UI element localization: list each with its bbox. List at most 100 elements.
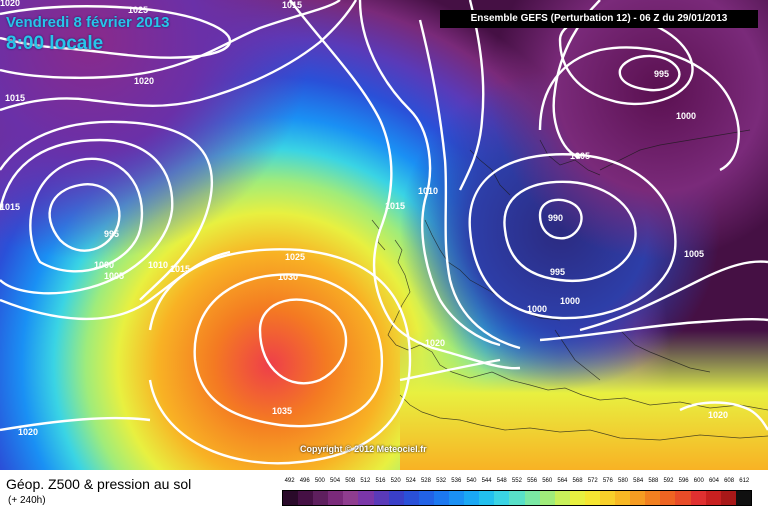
color-scale-swatch — [343, 491, 359, 505]
color-scale-swatch — [720, 491, 736, 505]
color-scale-swatch — [554, 491, 570, 505]
color-scale-swatch — [690, 491, 706, 505]
color-scale-tick-label: 508 — [345, 478, 356, 484]
color-scale-swatch — [283, 491, 299, 505]
color-scale-swatch — [298, 491, 314, 505]
isobar-label: 1000 — [676, 111, 696, 121]
isobar-label: 995 — [550, 267, 565, 277]
color-scale-tick-label: 588 — [648, 478, 659, 484]
color-scale-tick-label: 584 — [633, 478, 644, 484]
color-scale-swatch — [705, 491, 721, 505]
color-scale-swatch — [328, 491, 344, 505]
color-scale-tick-label: 536 — [451, 478, 462, 484]
isobar-label: 1020 — [0, 0, 20, 8]
color-scale-tick-label: 532 — [436, 478, 447, 484]
color-scale-tick-label: 564 — [557, 478, 568, 484]
color-scale-swatch — [615, 491, 631, 505]
color-scale-tick-label: 548 — [496, 478, 507, 484]
isobar-label: 1020 — [708, 410, 728, 420]
color-scale-swatch — [403, 491, 419, 505]
color-scale-swatch — [735, 491, 751, 505]
color-scale-tick-label: 600 — [693, 478, 704, 484]
color-scale-tick-label: 568 — [572, 478, 583, 484]
isobar-label: 1035 — [272, 406, 292, 416]
color-scale-swatch — [524, 491, 540, 505]
color-scale-tick-label: 492 — [284, 478, 295, 484]
scandinavia-low-shading — [480, 0, 768, 270]
color-scale-tick-label: 572 — [587, 478, 598, 484]
color-scale-swatch — [418, 491, 434, 505]
color-scale-swatch — [584, 491, 600, 505]
isobar-label: 1015 — [0, 202, 20, 212]
color-scale-tick-label: 556 — [527, 478, 538, 484]
greenland-low-shading — [0, 0, 320, 270]
color-scale-swatch — [479, 491, 495, 505]
color-scale-labels: 492 496 500 504 508 512 516 520 524 528 532 536 540 5… — [282, 478, 752, 488]
color-scale-swatch — [599, 491, 616, 505]
color-scale-tick-label: 552 — [511, 478, 522, 484]
color-scale-tick-label: 504 — [330, 478, 341, 484]
isobar-lines — [0, 0, 768, 463]
color-scale-tick-label: 496 — [299, 478, 310, 484]
color-scale-swatch — [388, 491, 404, 505]
isobar-label: 990 — [548, 213, 563, 223]
color-scale-tick-label: 576 — [602, 478, 613, 484]
color-scale-swatch — [433, 491, 450, 505]
map-title: Géop. Z500 & pression au sol — [6, 476, 192, 492]
color-scale-tick-label: 560 — [542, 478, 553, 484]
isobar-label: 1015 — [385, 201, 405, 211]
color-scale-tick-label: 520 — [390, 478, 401, 484]
isobar-label: 1010 — [418, 186, 438, 196]
isobar-label: 1020 — [425, 338, 445, 348]
weather-map: 1025 1015 1020 1015 1015 995 1000 1005 1… — [0, 0, 768, 470]
color-scale-tick-label: 612 — [739, 478, 750, 484]
color-scale-swatch — [675, 491, 691, 505]
forecast-date: Vendredi 8 février 2013 — [6, 14, 170, 31]
color-scale-tick-label: 500 — [314, 478, 325, 484]
color-scale-swatch — [645, 491, 661, 505]
isobar-label: 1020 — [134, 76, 154, 86]
forecast-time: 8:00 locale — [6, 33, 104, 54]
isobar-label: 1000 — [560, 296, 580, 306]
color-scale-swatch — [539, 491, 555, 505]
forecast-lead-time: (+ 240h) — [8, 495, 46, 506]
isobar-label: 1015 — [5, 93, 25, 103]
color-scale-tick-label: 544 — [481, 478, 492, 484]
model-run-label: Ensemble GEFS (Perturbation 12) - 06 Z d… — [440, 10, 758, 28]
color-scale-tick-label: 512 — [360, 478, 371, 484]
isobar-label: 1000 — [94, 260, 114, 270]
isobar-label: 1005 — [570, 151, 590, 161]
color-scale-tick-label: 608 — [724, 478, 735, 484]
color-scale-swatch — [494, 491, 510, 505]
color-scale: 492 496 500 504 508 512 516 520 524 528 532 536 540 5… — [282, 470, 752, 512]
isobar-label: 1020 — [18, 427, 38, 437]
color-scale-swatch — [630, 491, 646, 505]
isobar-label: 995 — [654, 69, 669, 79]
color-scale-tick-label: 528 — [420, 478, 431, 484]
legend-footer: Géop. Z500 & pression au sol (+ 240h) 49… — [0, 470, 768, 512]
color-scale-swatch — [660, 491, 676, 505]
color-scale-tick-label: 540 — [466, 478, 477, 484]
color-scale-swatch — [358, 491, 374, 505]
isobar-label: 995 — [104, 229, 119, 239]
isobar-label: 1010 — [148, 260, 168, 270]
color-scale-bar — [282, 490, 752, 506]
color-scale-tick-label: 524 — [405, 478, 416, 484]
color-scale-tick-label: 516 — [375, 478, 386, 484]
color-scale-swatch — [509, 491, 525, 505]
map-canvas: 1025 1015 1020 1015 1015 995 1000 1005 1… — [0, 0, 768, 470]
color-scale-swatch — [569, 491, 585, 505]
copyright-notice: Copyright © 2012 Meteociel.fr — [300, 444, 427, 454]
color-scale-tick-label: 580 — [618, 478, 629, 484]
isobar-labels: 1025 1015 1020 1015 1015 995 1000 1005 1… — [0, 0, 728, 437]
isobar-label: 1015 — [170, 264, 190, 274]
color-scale-swatch — [464, 491, 480, 505]
color-scale-tick-label: 596 — [678, 478, 689, 484]
color-scale-swatch — [449, 491, 465, 505]
color-scale-swatch — [313, 491, 329, 505]
color-scale-tick-label: 604 — [708, 478, 719, 484]
color-scale-tick-label: 592 — [663, 478, 674, 484]
isobar-label: 1025 — [285, 252, 305, 262]
isobar-label: 1005 — [684, 249, 704, 259]
color-scale-swatch — [373, 491, 389, 505]
